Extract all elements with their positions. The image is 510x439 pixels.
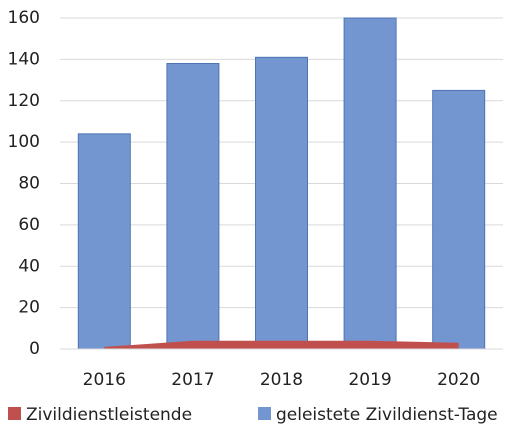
legend-label: Zivildienstleistende	[26, 405, 192, 425]
y-tick-label: 140	[8, 49, 40, 69]
legend-swatch	[258, 407, 271, 420]
bar	[255, 56, 308, 350]
x-tick-label: 2016	[83, 370, 126, 390]
bar	[166, 63, 220, 350]
y-tick-label: 120	[8, 91, 40, 111]
area	[104, 340, 459, 349]
bar	[77, 133, 131, 350]
legend-label: geleistete Zivildienst-Tage	[276, 405, 498, 425]
bar	[432, 89, 486, 350]
x-tick-label: 2019	[348, 370, 391, 390]
y-tick-label: 160	[8, 8, 40, 28]
x-tick-label: 2020	[437, 370, 480, 390]
legend-swatch	[8, 407, 21, 420]
y-tick-label: 100	[8, 132, 40, 152]
y-tick-label: 40	[18, 256, 40, 276]
bar	[343, 17, 397, 350]
y-tick-label: 20	[18, 298, 40, 318]
x-tick-label: 2017	[171, 370, 214, 390]
y-tick-label: 80	[18, 174, 40, 194]
y-tick-label: 60	[18, 215, 40, 235]
x-tick-label: 2018	[260, 370, 303, 390]
y-tick-label: 0	[29, 339, 40, 359]
